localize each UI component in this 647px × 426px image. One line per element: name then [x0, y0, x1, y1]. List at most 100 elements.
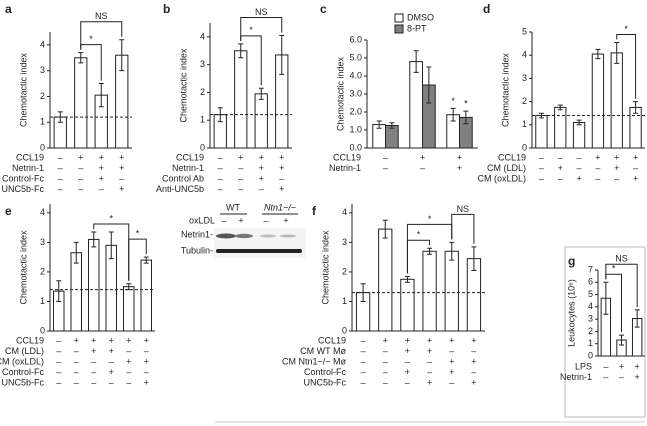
y-tick-label: 4	[200, 31, 205, 41]
blot-sign: +	[238, 215, 243, 225]
y-tick-label: 4	[40, 39, 45, 49]
blot-band-label: Tubulin-	[181, 245, 213, 255]
treatment-sign: +	[279, 184, 284, 194]
bar	[234, 50, 248, 149]
treatment-sign: +	[595, 152, 600, 162]
error-bar	[143, 256, 149, 264]
y-axis-label: Chemotactic index	[320, 230, 330, 305]
bar	[422, 250, 437, 332]
treatment-sign: –	[78, 163, 83, 173]
bar	[591, 53, 605, 149]
treatment-sign: +	[126, 356, 131, 366]
y-tick-label: 6	[588, 277, 593, 287]
treatment-sign: +	[99, 173, 104, 183]
error-bar	[557, 104, 563, 111]
panel-letter: e	[5, 204, 12, 218]
blot-band	[216, 249, 302, 253]
significance-label: NS	[615, 254, 628, 264]
error-bar	[450, 107, 456, 122]
treatment-sign: –	[91, 367, 96, 377]
treatment-sign: –	[56, 356, 61, 366]
blot-sign: +	[283, 215, 288, 225]
treatment-sign: –	[558, 152, 563, 162]
treatment-sign: –	[144, 346, 149, 356]
treatment-label: Control Ab	[162, 173, 204, 183]
treatment-label: CCL19	[176, 152, 204, 162]
treatment-label: CM (oxLDL)	[477, 173, 526, 183]
y-tick-label: 1	[588, 338, 593, 348]
error-bar	[389, 122, 395, 129]
significance-label: *	[624, 24, 628, 34]
treatment-sign: –	[56, 377, 61, 387]
treatment-sign: –	[383, 367, 388, 377]
western-blot: WT Ntn1−/− oxLDL – + – + Netrin1- Tubuli…	[181, 202, 306, 258]
y-tick-label: 2	[522, 96, 527, 106]
y-tick-label: 2	[40, 266, 45, 276]
treatment-sign: –	[633, 163, 638, 173]
treatment-sign: –	[427, 367, 432, 377]
error-bar	[427, 247, 433, 255]
treatment-sign: –	[56, 346, 61, 356]
treatment-label: Control-Fc	[2, 173, 45, 183]
treatment-sign: +	[471, 335, 476, 345]
treatment-sign: +	[126, 335, 131, 345]
bar	[400, 278, 415, 332]
error-bar	[595, 48, 601, 60]
error-bar	[449, 241, 455, 261]
y-tick-label: 0	[522, 142, 527, 152]
bar	[572, 121, 586, 149]
treatment-sign: +	[635, 361, 640, 371]
bracket	[80, 21, 123, 50]
treatment-sign: +	[144, 356, 149, 366]
treatment-label: CM Ntn1−/− Mø	[282, 356, 347, 366]
treatment-sign: –	[259, 184, 264, 194]
treatment-sign: –	[78, 184, 83, 194]
treatment-sign: –	[78, 173, 83, 183]
treatment-sign: –	[603, 372, 608, 382]
treatment-sign: –	[577, 163, 582, 173]
legend-swatch	[394, 24, 404, 34]
significance-label: *	[428, 214, 432, 224]
blot-band	[280, 234, 296, 238]
treatment-sign: –	[126, 346, 131, 356]
y-tick-label: 1	[40, 117, 45, 127]
blot-treatment: oxLDL	[189, 215, 215, 225]
treatment-sign: +	[119, 163, 124, 173]
y-tick-label: 0.0	[349, 142, 362, 152]
treatment-sign: –	[119, 173, 124, 183]
treatment-sign: +	[457, 152, 462, 162]
treatment-sign: –	[109, 377, 114, 387]
error-bar	[404, 275, 410, 283]
y-axis-label: Chemotactic index	[18, 52, 28, 127]
bar	[70, 252, 82, 332]
treatment-sign: –	[449, 377, 454, 387]
y-tick-label: 2	[588, 326, 593, 336]
treatment-sign: –	[58, 173, 63, 183]
error-bar	[463, 110, 469, 125]
treatment-sign: +	[91, 335, 96, 345]
treatment-sign: –	[126, 377, 131, 387]
treatment-sign: –	[218, 173, 223, 183]
error-bar	[119, 39, 125, 72]
bar	[554, 106, 567, 149]
treatment-sign: –	[238, 173, 243, 183]
treatment-sign: +	[427, 377, 432, 387]
error-bar	[538, 112, 544, 119]
significance-label: *	[451, 96, 455, 106]
treatment-label: CCL19	[318, 335, 346, 345]
treatment-sign: +	[74, 335, 79, 345]
treatment-label: CCL19	[16, 335, 44, 345]
bracket	[451, 213, 475, 244]
error-bar	[619, 334, 624, 346]
significance-label: *	[89, 34, 93, 44]
treatment-sign: +	[405, 335, 410, 345]
treatment-sign: +	[471, 356, 476, 366]
treatment-label: UNC5b-Fc	[303, 377, 346, 387]
blot-group: Ntn1−/−	[264, 202, 296, 212]
treatment-sign: –	[558, 173, 563, 183]
y-tick-label: 2	[342, 266, 347, 276]
bracket	[605, 263, 638, 307]
bracket	[616, 33, 637, 99]
treatment-label: Anti-UNC5b	[156, 184, 204, 194]
